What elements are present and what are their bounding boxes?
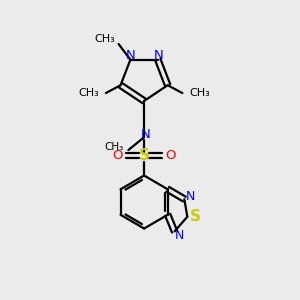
Text: CH₃: CH₃: [189, 88, 210, 98]
Text: O: O: [165, 149, 176, 162]
Text: CH₃: CH₃: [104, 142, 124, 152]
Text: N: N: [186, 190, 195, 202]
Text: N: N: [175, 229, 184, 242]
Text: N: N: [141, 128, 151, 141]
Text: O: O: [112, 149, 123, 162]
Text: N: N: [125, 49, 135, 62]
Text: S: S: [139, 148, 150, 164]
Text: N: N: [154, 49, 164, 62]
Text: S: S: [190, 209, 201, 224]
Text: CH₃: CH₃: [94, 34, 115, 44]
Text: CH₃: CH₃: [78, 88, 99, 98]
